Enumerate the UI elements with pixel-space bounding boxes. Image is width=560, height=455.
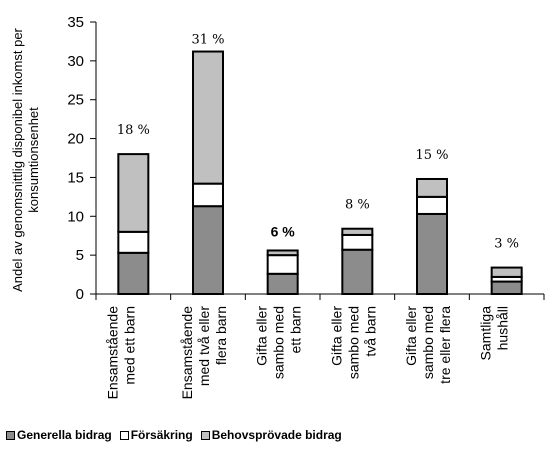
y-tick-label: 0: [76, 286, 84, 303]
legend-label: Försäkring: [130, 428, 193, 442]
bar-total-label: 31 %: [191, 33, 224, 48]
bar-segment: [266, 254, 299, 275]
y-tick-label: 15: [67, 169, 84, 186]
bar-segment: [490, 280, 523, 295]
bar-segment: [117, 153, 150, 233]
legend-swatch: [200, 430, 210, 440]
legend: Generella bidrag Försäkring Behovsprövade …: [6, 428, 342, 442]
bar-segment: [192, 182, 224, 208]
category-label: Gifta ellersambo medett barn: [254, 306, 304, 379]
bar-segment: [341, 248, 374, 295]
legend-item: Försäkring: [119, 428, 193, 442]
bar-segment: [490, 266, 523, 278]
x-axis-ticks: [95, 294, 545, 300]
bar-total-label: 6 %: [271, 223, 296, 239]
category-label: Ensamståendemed ett barn: [104, 306, 137, 400]
legend-swatch: [119, 430, 129, 440]
legend-label: Behovsprövade bidrag: [211, 428, 342, 442]
y-tick-label: 10: [67, 208, 84, 225]
bar-total-label: 8 %: [345, 198, 370, 213]
legend-item: Generella bidrag: [6, 428, 112, 442]
bar-segment: [117, 251, 150, 296]
bar-segment: [266, 249, 299, 257]
y-tick-label: 30: [67, 53, 84, 70]
category-labels-group: Ensamståendemed ett barn Ensamståendemed …: [104, 306, 510, 400]
bar-total-label: 15 %: [415, 148, 448, 163]
bar-segment: [416, 177, 448, 198]
bar-segment: [117, 230, 150, 254]
category-label: Ensamståendemed två ellerflera barn: [179, 306, 229, 400]
y-tick-label: 20: [67, 131, 84, 148]
y-tick-label: 5: [76, 247, 84, 264]
bar-segment: [416, 212, 448, 295]
bar-segment: [192, 50, 224, 185]
bar-segment: [192, 205, 224, 296]
y-axis-label: Andel av genomsnittlig disponibel inkoms…: [10, 27, 41, 291]
legend-label: Generella bidrag: [17, 428, 112, 442]
bar-segment: [266, 272, 299, 295]
y-tick-label: 25: [67, 92, 84, 109]
legend-item: Behovsprövade bidrag: [200, 428, 342, 442]
category-label: Gifta ellersambo medtvå barn: [328, 306, 378, 379]
legend-swatch: [6, 430, 15, 440]
category-label: Samtligahushåll: [478, 306, 511, 361]
bars-group: [117, 50, 523, 296]
stacked-bar-chart: Andel av genomsnittlig disponibel inkoms…: [10, 14, 545, 400]
bar-total-label: 3 %: [494, 237, 519, 252]
y-tick-label: 35: [67, 14, 84, 31]
total-labels-group: 18 % 31 % 6 % 8 % 15 % 3 %: [117, 33, 519, 252]
bar-segment: [341, 233, 374, 251]
bar-total-label: 18 %: [117, 123, 150, 138]
y-axis-ticks: 0 5 10 15 20 25 30 35: [67, 14, 96, 303]
bar-segment: [416, 195, 448, 215]
bar-segment: [341, 227, 374, 236]
category-label: Gifta ellersambo medtre eller flera: [403, 306, 453, 384]
